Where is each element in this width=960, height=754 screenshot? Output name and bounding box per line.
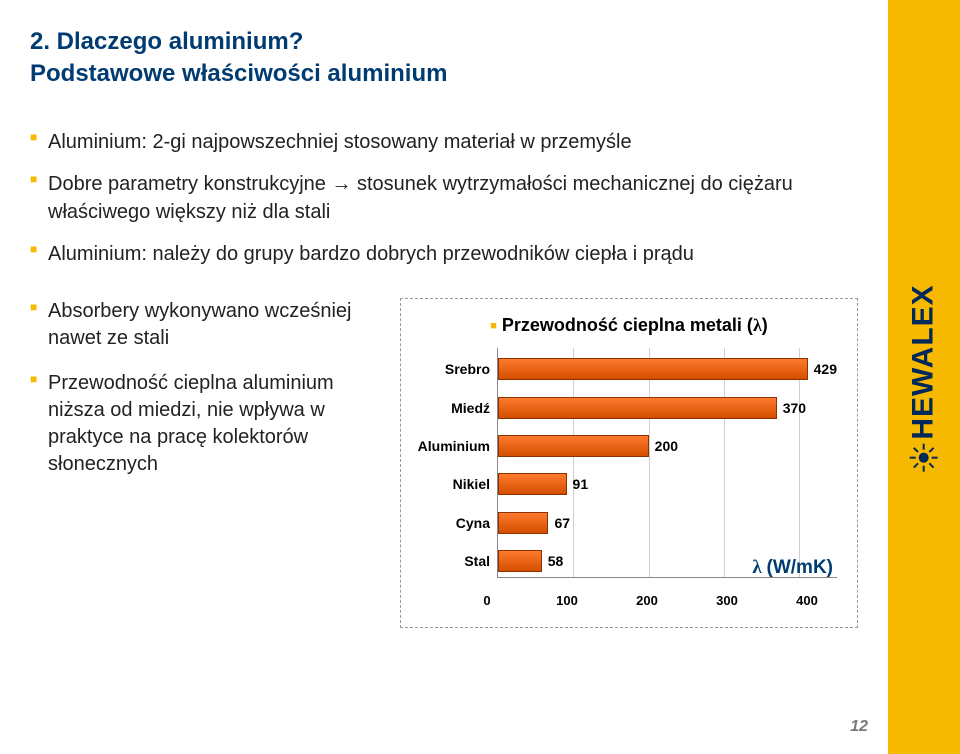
- top-bullets: Aluminium: 2-gi najpowszechniej stosowan…: [30, 128, 858, 268]
- chart-bar: [498, 358, 808, 380]
- lower-region: Absorbery wykonywano wcześniej nawet ze …: [30, 298, 858, 628]
- bullet-item: Przewodność cieplna aluminium niższa od …: [30, 370, 370, 478]
- chart-bar-label: Srebro: [412, 361, 498, 377]
- chart-bar-value: 58: [548, 553, 564, 569]
- brand-band: HEWALEX: [888, 0, 960, 754]
- chart-bar-label: Miedź: [412, 400, 498, 416]
- chart-bar: [498, 473, 567, 495]
- chart-x-tick: 200: [636, 593, 658, 608]
- chart-bar: [498, 550, 542, 572]
- chart-plot-area: Srebro429 Miedź370 Aluminium200 Nikiel91 Cyn…: [497, 348, 837, 578]
- slide-content: 2. Dlaczego aluminium? Podstawowe właści…: [0, 0, 888, 754]
- chart-bar-value: 370: [783, 400, 806, 416]
- bullet-item: Aluminium: 2-gi najpowszechniej stosowan…: [30, 128, 858, 156]
- chart-bar-row: Aluminium200: [498, 435, 837, 457]
- chart-bar: [498, 397, 777, 419]
- thermal-conductivity-chart: ■Przewodność cieplna metali (λ) Srebro42…: [400, 298, 858, 628]
- left-bullets: Absorbery wykonywano wcześniej nawet ze …: [30, 298, 370, 496]
- chart-x-tick: 300: [716, 593, 738, 608]
- brand-name: HEWALEX: [907, 284, 941, 439]
- bullet-item: Dobre parametry konstrukcyjne → stosunek…: [30, 170, 858, 226]
- chart-unit-label: λ (W/mK): [752, 557, 833, 579]
- chart-bar: [498, 512, 548, 534]
- bullet-item: Absorbery wykonywano wcześniej nawet ze …: [30, 298, 370, 352]
- chart-bar-label: Cyna: [412, 515, 498, 531]
- chart-title: ■Przewodność cieplna metali (λ): [411, 315, 847, 336]
- chart-bar-value: 67: [554, 515, 570, 531]
- page-number: 12: [850, 718, 868, 736]
- chart-bar-label: Stal: [412, 553, 498, 569]
- bullet-item: Aluminium: należy do grupy bardzo dobryc…: [30, 240, 858, 268]
- slide-title: 2. Dlaczego aluminium?: [30, 28, 858, 56]
- chart-bar-value: 429: [814, 361, 837, 377]
- chart-x-tick: 0: [483, 593, 490, 608]
- chart-x-ticks: 0100200300400: [487, 593, 847, 609]
- chart-bar-row: Miedź370: [498, 397, 837, 419]
- chart-bar-value: 91: [573, 476, 589, 492]
- chart-bar: [498, 435, 649, 457]
- slide-subtitle: Podstawowe właściwości aluminium: [30, 60, 858, 88]
- chart-x-tick: 400: [796, 593, 818, 608]
- chart-bar-row: Nikiel91: [498, 473, 837, 495]
- hewalex-logo: HEWALEX: [907, 284, 941, 469]
- chart-bar-label: Nikiel: [412, 476, 498, 492]
- sun-icon: [912, 446, 936, 470]
- chart-bar-label: Aluminium: [412, 438, 498, 454]
- chart-bar-row: Cyna67: [498, 512, 837, 534]
- chart-bar-row: Srebro429: [498, 358, 837, 380]
- chart-x-tick: 100: [556, 593, 578, 608]
- chart-bar-value: 200: [655, 438, 678, 454]
